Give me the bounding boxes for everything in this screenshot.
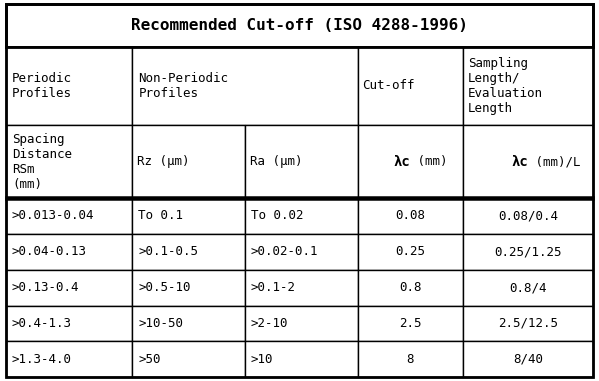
Text: >0.5-10: >0.5-10 <box>138 281 190 294</box>
Bar <box>358 47 463 125</box>
Bar <box>132 270 245 306</box>
Text: >0.13-0.4: >0.13-0.4 <box>12 281 80 294</box>
Text: (mm): (mm) <box>410 155 448 168</box>
Bar <box>6 270 132 306</box>
Text: 0.08: 0.08 <box>395 210 425 223</box>
Bar <box>245 234 358 270</box>
Text: To 0.02: To 0.02 <box>251 210 303 223</box>
Text: Rz (μm): Rz (μm) <box>137 155 189 168</box>
Bar <box>245 306 358 341</box>
Bar <box>132 234 245 270</box>
Bar <box>358 270 463 306</box>
Text: Periodic
Profiles: Periodic Profiles <box>12 72 72 100</box>
Bar <box>358 341 463 377</box>
Bar <box>358 306 463 341</box>
Bar <box>6 306 132 341</box>
Bar <box>463 341 593 377</box>
Text: Ra (μm): Ra (μm) <box>250 155 302 168</box>
Bar <box>245 198 358 234</box>
Bar <box>358 125 463 198</box>
Bar <box>358 198 463 234</box>
Text: 2.5/12.5: 2.5/12.5 <box>498 317 558 330</box>
Text: Cut-off: Cut-off <box>362 80 415 93</box>
Text: 8: 8 <box>407 353 414 366</box>
Text: >10-50: >10-50 <box>138 317 183 330</box>
Text: >0.02-0.1: >0.02-0.1 <box>251 245 319 258</box>
Text: 0.25/1.25: 0.25/1.25 <box>494 245 562 258</box>
Bar <box>463 198 593 234</box>
Bar <box>245 270 358 306</box>
Text: 2.5: 2.5 <box>399 317 422 330</box>
Text: >0.04-0.13: >0.04-0.13 <box>12 245 87 258</box>
Text: >2-10: >2-10 <box>251 317 288 330</box>
Text: >10: >10 <box>251 353 273 366</box>
Text: 0.8: 0.8 <box>399 281 422 294</box>
Bar <box>6 4 593 47</box>
Bar <box>6 234 132 270</box>
Bar <box>6 198 132 234</box>
Text: Sampling
Length/
Evaluation
Length: Sampling Length/ Evaluation Length <box>468 57 543 115</box>
Bar <box>463 47 593 125</box>
Bar <box>6 341 132 377</box>
Bar <box>463 234 593 270</box>
Bar <box>245 341 358 377</box>
Bar <box>358 234 463 270</box>
Text: 0.8/4: 0.8/4 <box>509 281 547 294</box>
Text: >1.3-4.0: >1.3-4.0 <box>12 353 72 366</box>
Text: >0.4-1.3: >0.4-1.3 <box>12 317 72 330</box>
Bar <box>463 306 593 341</box>
Bar <box>245 125 358 198</box>
Text: 0.08/0.4: 0.08/0.4 <box>498 210 558 223</box>
Bar <box>132 125 245 198</box>
Text: >0.1-2: >0.1-2 <box>251 281 296 294</box>
Text: To 0.1: To 0.1 <box>138 210 183 223</box>
Bar <box>463 125 593 198</box>
Text: >50: >50 <box>138 353 161 366</box>
Text: 8/40: 8/40 <box>513 353 543 366</box>
Text: (mm)/L: (mm)/L <box>528 155 580 168</box>
Bar <box>132 47 358 125</box>
Text: >0.013-0.04: >0.013-0.04 <box>12 210 95 223</box>
Text: Recommended Cut-off (ISO 4288-1996): Recommended Cut-off (ISO 4288-1996) <box>131 18 468 33</box>
Bar <box>132 306 245 341</box>
Bar <box>132 341 245 377</box>
Text: Non-Periodic
Profiles: Non-Periodic Profiles <box>138 72 228 100</box>
Text: >0.1-0.5: >0.1-0.5 <box>138 245 198 258</box>
Text: Spacing
Distance
RSm
(mm): Spacing Distance RSm (mm) <box>12 133 72 190</box>
Bar <box>6 47 132 125</box>
Bar <box>132 198 245 234</box>
Bar <box>6 125 132 198</box>
Text: 0.25: 0.25 <box>395 245 425 258</box>
Text: λc: λc <box>394 155 410 168</box>
Bar <box>463 270 593 306</box>
Text: λc: λc <box>512 155 528 168</box>
